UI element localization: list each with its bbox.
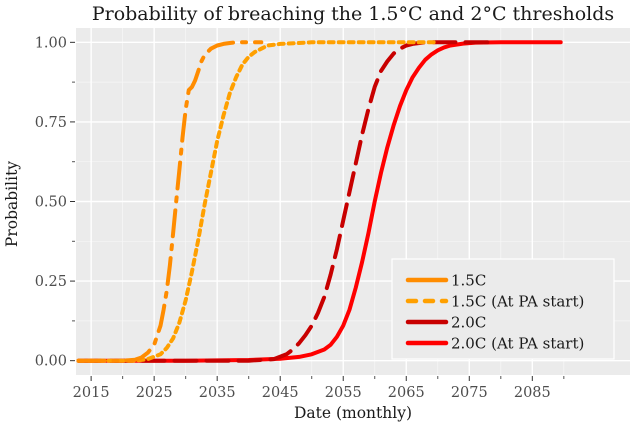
legend-label: 1.5C [451, 272, 486, 290]
legend-label: 2.0C [451, 314, 486, 332]
x-tick-label: 2065 [388, 385, 425, 401]
series-line-2-0c-at-pa-start [76, 40, 563, 363]
x-axis: 2015 2025 2035 2045 2055 2065 2075 2085 [73, 376, 565, 401]
x-axis-label: Date (monthly) [294, 404, 412, 422]
series-line-1-5c [76, 40, 264, 363]
y-axis: 0.00 0.25 0.50 0.75 1.00 [35, 35, 75, 370]
legend-label: 2.0C (At PA start) [451, 335, 584, 353]
legend-label: 1.5C (At PA start) [451, 293, 584, 311]
x-tick-label: 2035 [199, 385, 236, 401]
chart-title: Probability of breaching the 1.5°C and 2… [92, 3, 614, 25]
x-tick-label: 2055 [325, 385, 362, 401]
y-axis-label: Probability [3, 161, 21, 247]
y-tick-label: 0.25 [35, 274, 67, 290]
x-tick-label: 2085 [514, 385, 551, 401]
x-tick-label: 2015 [73, 385, 110, 401]
series-line-1-5c-at-pa-start [76, 40, 440, 363]
series-layer [76, 40, 563, 363]
y-tick-label: 0.75 [35, 115, 67, 131]
y-tick-label: 0.00 [35, 354, 67, 370]
y-tick-label: 1.00 [35, 35, 67, 51]
y-tick-label: 0.50 [35, 195, 67, 211]
x-tick-label: 2075 [451, 385, 488, 401]
x-tick-label: 2045 [262, 385, 299, 401]
series-line-2-0c [76, 40, 491, 363]
legend: 1.5C 1.5C (At PA start) 2.0C 2.0C (At PA st… [391, 258, 615, 360]
x-tick-label: 2025 [136, 385, 173, 401]
